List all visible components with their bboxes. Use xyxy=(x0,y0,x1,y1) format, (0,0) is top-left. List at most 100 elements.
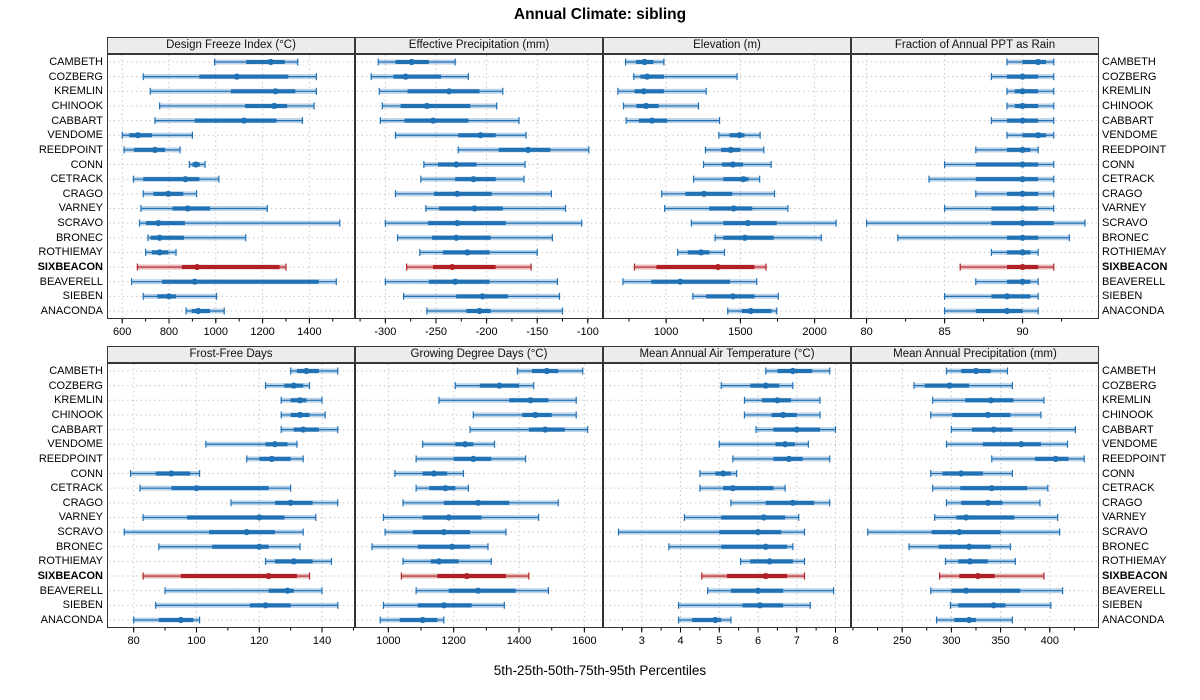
percentile-row-cetrack xyxy=(928,175,1055,183)
percentile-row-bronec xyxy=(158,543,301,551)
station-label-sixbeacon: SIXBEACON xyxy=(1102,570,1168,583)
axis-tick-label: 1000 xyxy=(204,326,228,338)
axis-tick-label: 8 xyxy=(832,635,838,647)
percentile-row-varney xyxy=(943,204,1055,212)
percentile-row-crago xyxy=(394,190,552,198)
station-label-kremlin: KREMLIN xyxy=(1102,394,1151,407)
percentile-row-scravo xyxy=(384,528,507,536)
percentile-row-cambeth xyxy=(290,367,339,375)
station-label-kremlin: KREMLIN xyxy=(54,85,103,98)
panel-strip-mean-annual-air-temperature-c: Mean Annual Air Temperature (°C) xyxy=(603,346,851,363)
percentile-row-varney xyxy=(140,204,268,212)
percentile-row-rothiemay xyxy=(402,557,492,565)
panel-strip-effective-precipitation-mm: Effective Precipitation (mm) xyxy=(355,37,603,54)
percentile-row-vendome xyxy=(205,440,298,448)
station-label-cabbart: CABBART xyxy=(1102,423,1154,436)
percentile-row-rothiemay xyxy=(677,248,726,256)
station-label-crago: CRAGO xyxy=(62,496,103,509)
percentile-row-conn xyxy=(699,470,738,478)
axis-tick-label: 7 xyxy=(794,635,800,647)
percentile-row-scravo xyxy=(617,528,806,536)
percentile-row-chinook xyxy=(472,411,577,419)
axis-tick-label: 1000 xyxy=(654,326,678,338)
axis-tick-label: 1400 xyxy=(507,635,531,647)
percentile-row-bronec xyxy=(897,234,1070,242)
percentile-row-anaconda xyxy=(426,307,564,315)
station-label-bronec: BRONEC xyxy=(55,231,103,244)
panel-title: Elevation (m) xyxy=(693,39,761,51)
percentile-row-sixbeacon xyxy=(136,263,287,271)
station-label-crago: CRAGO xyxy=(1102,496,1143,509)
percentile-row-beaverell xyxy=(384,278,559,286)
percentile-row-bronec xyxy=(371,543,489,551)
percentile-row-cambeth xyxy=(945,367,1009,375)
axis-tick-label: -150 xyxy=(526,326,548,338)
axis-tick-label: 1200 xyxy=(441,635,465,647)
percentile-row-chinook xyxy=(1006,102,1055,110)
percentile-row-cabbart xyxy=(379,117,520,125)
panel-strip-fraction-of-annual-ppt-as-rain: Fraction of Annual PPT as Rain xyxy=(851,37,1099,54)
percentile-row-scravo xyxy=(690,219,837,227)
station-label-varney: VARNEY xyxy=(58,202,103,215)
percentile-row-reedpoint xyxy=(123,146,181,154)
axis-tick-label: 5 xyxy=(716,635,722,647)
axis-tick-label: 1200 xyxy=(250,326,274,338)
axis-tick-label: 85 xyxy=(938,326,950,338)
percentile-row-cabbart xyxy=(280,426,339,434)
axis-tick-label: 250 xyxy=(893,635,911,647)
percentile-row-reedpoint xyxy=(991,455,1085,463)
station-label-chinook: CHINOOK xyxy=(51,408,103,421)
percentile-row-kremlin xyxy=(1006,87,1055,95)
axis-tick-label: 800 xyxy=(160,326,178,338)
percentile-row-cetrack xyxy=(932,484,1049,492)
panel-title: Mean Annual Air Temperature (°C) xyxy=(639,348,815,360)
panel-strip-growing-degree-days-c: Growing Degree Days (°C) xyxy=(355,346,603,363)
station-label-cambeth: CAMBETH xyxy=(49,365,103,377)
station-label-cozberg: COZBERG xyxy=(48,379,103,392)
percentile-row-rothiemay xyxy=(145,248,177,256)
percentile-row-beaverell xyxy=(707,587,835,595)
station-label-bronec: BRONEC xyxy=(55,540,103,553)
percentile-row-cetrack xyxy=(139,484,292,492)
percentile-row-rothiemay xyxy=(419,248,538,256)
percentile-row-cozberg xyxy=(142,73,317,81)
station-label-beaverell: BEAVERELL xyxy=(1102,584,1166,597)
station-label-scravo: SCRAVO xyxy=(57,526,103,539)
axis-tick-label: 1600 xyxy=(572,635,596,647)
axis-tick-label: 1400 xyxy=(297,326,321,338)
station-label-conn: CONN xyxy=(1102,158,1135,171)
percentile-row-scravo xyxy=(384,219,583,227)
panel-mean-annual-air-temperature-c: 3 4 5 6 7 8 xyxy=(603,363,851,647)
percentile-row-crago xyxy=(230,499,339,507)
axis-tick-label: 3 xyxy=(639,635,645,647)
percentile-row-sixbeacon xyxy=(400,572,530,580)
percentile-row-sixbeacon xyxy=(959,263,1055,271)
station-label-vendome: VENDOME xyxy=(1102,129,1158,142)
percentile-row-sieben xyxy=(692,292,779,300)
percentile-row-chinook xyxy=(159,102,315,110)
axis-tick-label: -300 xyxy=(374,326,396,338)
percentile-row-vendome xyxy=(945,440,1069,448)
station-label-crago: CRAGO xyxy=(62,187,103,200)
percentile-row-varney xyxy=(934,513,1059,521)
percentile-row-cambeth xyxy=(1006,58,1055,66)
percentile-row-anaconda xyxy=(727,307,778,315)
percentile-row-cabbart xyxy=(950,426,1076,434)
percentile-row-cetrack xyxy=(415,484,469,492)
panel-effective-precipitation-mm: -300 -250 -200 -150 -100 xyxy=(355,54,603,338)
percentile-row-vendome xyxy=(121,131,193,139)
panel-title: Fraction of Annual PPT as Rain xyxy=(894,39,1056,51)
percentile-row-cabbart xyxy=(755,426,837,434)
percentile-row-vendome xyxy=(394,131,527,139)
panel-title: Frost-Free Days xyxy=(189,348,273,360)
percentile-row-rothiemay xyxy=(264,557,333,565)
percentile-row-beaverell xyxy=(930,587,1064,595)
station-label-sieben: SIEBEN xyxy=(1102,290,1143,303)
percentile-row-cetrack xyxy=(692,175,761,183)
panel-mean-annual-precipitation-mm: 250 300 350 400 xyxy=(851,363,1099,647)
station-label-beaverell: BEAVERELL xyxy=(1102,275,1166,288)
percentile-row-sieben xyxy=(382,601,505,609)
percentile-row-cozberg xyxy=(913,382,1013,390)
percentile-row-reedpoint xyxy=(732,455,831,463)
